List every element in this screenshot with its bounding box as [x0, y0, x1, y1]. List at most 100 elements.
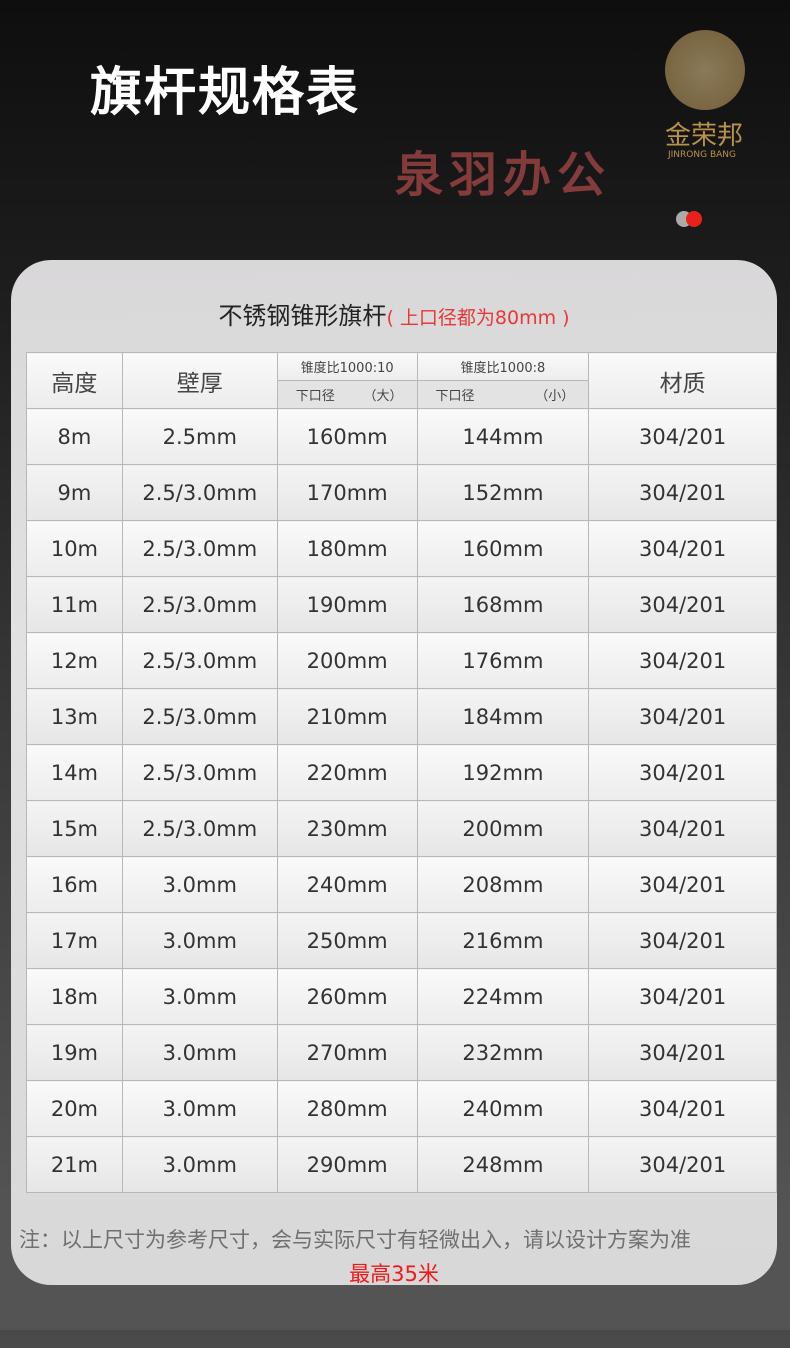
bottom-band — [0, 1330, 790, 1348]
table-row: 14m 2.5/3.0mm 220mm 192mm 304/201 — [26, 744, 777, 801]
cell-bottom-large: 230mm — [276, 800, 418, 857]
cell-bottom-small: 144mm — [416, 408, 590, 465]
cell-height: 10m — [26, 520, 123, 577]
max-height-note: 最高35米 — [349, 1262, 439, 1285]
table-row: 20m 3.0mm 280mm 240mm 304/201 — [26, 1080, 777, 1137]
cell-material: 304/201 — [588, 1024, 777, 1081]
table-row: 21m 3.0mm 290mm 248mm 304/201 — [26, 1136, 777, 1193]
cell-height: 16m — [26, 856, 123, 913]
cell-bottom-small: 208mm — [416, 856, 590, 913]
cell-material: 304/201 — [588, 576, 777, 633]
cell-material: 304/201 — [588, 1136, 777, 1193]
cell-bottom-large: 290mm — [276, 1136, 418, 1193]
cell-material: 304/201 — [588, 464, 777, 521]
cell-height: 18m — [26, 968, 123, 1025]
header-bottom-small: 下口径 （小） — [416, 380, 590, 409]
cell-bottom-small: 192mm — [416, 744, 590, 801]
cell-wall: 2.5/3.0mm — [121, 520, 278, 577]
card-title: 不锈钢锥形旗杆( 上口径都为80mm ) — [11, 296, 777, 331]
cell-height: 21m — [26, 1136, 123, 1193]
cell-bottom-large: 200mm — [276, 632, 418, 689]
cell-height: 9m — [26, 464, 123, 521]
cell-wall: 2.5/3.0mm — [121, 632, 278, 689]
table-row: 10m 2.5/3.0mm 180mm 160mm 304/201 — [26, 520, 777, 577]
footnote: 注：以上尺寸为参考尺寸，会与实际尺寸有轻微出入，请以设计方案为准 — [19, 1228, 691, 1252]
carousel-dot-active[interactable] — [686, 211, 702, 227]
cell-wall: 3.0mm — [121, 968, 278, 1025]
watermark-text: 泉羽办公 — [395, 147, 612, 203]
cell-height: 19m — [26, 1024, 123, 1081]
seal-logo-icon — [665, 30, 745, 110]
table-row: 19m 3.0mm 270mm 232mm 304/201 — [26, 1024, 777, 1081]
cell-wall: 3.0mm — [121, 1024, 278, 1081]
cell-height: 17m — [26, 912, 123, 969]
cell-bottom-small: 232mm — [416, 1024, 590, 1081]
cell-bottom-small: 240mm — [416, 1080, 590, 1137]
cell-material: 304/201 — [588, 688, 777, 745]
cell-bottom-large: 180mm — [276, 520, 418, 577]
cell-bottom-small: 176mm — [416, 632, 590, 689]
cell-height: 15m — [26, 800, 123, 857]
cell-bottom-large: 280mm — [276, 1080, 418, 1137]
table-row: 18m 3.0mm 260mm 224mm 304/201 — [26, 968, 777, 1025]
header-taper-8: 锥度比1000:8 — [416, 352, 590, 381]
card-title-text: 不锈钢锥形旗杆 — [218, 302, 387, 330]
cell-bottom-large: 220mm — [276, 744, 418, 801]
table-row: 8m 2.5mm 160mm 144mm 304/201 — [26, 408, 777, 465]
header-taper-10: 锥度比1000:10 — [276, 352, 418, 381]
cell-wall: 3.0mm — [121, 912, 278, 969]
cell-bottom-large: 160mm — [276, 408, 418, 465]
cell-bottom-large: 240mm — [276, 856, 418, 913]
cell-bottom-small: 184mm — [416, 688, 590, 745]
table-row: 13m 2.5/3.0mm 210mm 184mm 304/201 — [26, 688, 777, 745]
cell-wall: 2.5/3.0mm — [121, 744, 278, 801]
cell-material: 304/201 — [588, 632, 777, 689]
table-row: 15m 2.5/3.0mm 230mm 200mm 304/201 — [26, 800, 777, 857]
header-height: 高度 — [26, 352, 123, 409]
table-row: 9m 2.5/3.0mm 170mm 152mm 304/201 — [26, 464, 777, 521]
cell-wall: 3.0mm — [121, 856, 278, 913]
cell-height: 13m — [26, 688, 123, 745]
cell-wall: 3.0mm — [121, 1080, 278, 1137]
cell-height: 20m — [26, 1080, 123, 1137]
cell-material: 304/201 — [588, 1080, 777, 1137]
cell-material: 304/201 — [588, 968, 777, 1025]
cell-height: 8m — [26, 408, 123, 465]
page-title: 旗杆规格表 — [90, 63, 361, 123]
cell-bottom-small: 168mm — [416, 576, 590, 633]
header-bottom-large: 下口径 （大） — [276, 380, 418, 409]
header-bottom-label: 下口径 — [295, 389, 335, 404]
card-title-note: ( 上口径都为80mm ) — [386, 307, 570, 329]
cell-material: 304/201 — [588, 800, 777, 857]
cell-material: 304/201 — [588, 408, 777, 465]
header-bottom-tag: （大） — [363, 389, 403, 404]
spec-card: 不锈钢锥形旗杆( 上口径都为80mm ) 高度 壁厚 锥度比1000:10 锥度… — [11, 260, 777, 1285]
cell-bottom-large: 250mm — [276, 912, 418, 969]
table-row: 16m 3.0mm 240mm 208mm 304/201 — [26, 856, 777, 913]
carousel-indicator[interactable] — [676, 211, 708, 227]
cell-bottom-small: 216mm — [416, 912, 590, 969]
cell-wall: 2.5/3.0mm — [121, 576, 278, 633]
spec-table: 高度 壁厚 锥度比1000:10 锥度比1000:8 材质 下口径 （大） 下口径… — [26, 352, 777, 1193]
cell-bottom-large: 170mm — [276, 464, 418, 521]
cell-bottom-small: 160mm — [416, 520, 590, 577]
cell-bottom-small: 152mm — [416, 464, 590, 521]
cell-bottom-large: 210mm — [276, 688, 418, 745]
cell-material: 304/201 — [588, 744, 777, 801]
cell-wall: 2.5mm — [121, 408, 278, 465]
cell-wall: 2.5/3.0mm — [121, 800, 278, 857]
header-bottom-label: 下口径 — [435, 389, 475, 404]
cell-bottom-small: 248mm — [416, 1136, 590, 1193]
cell-material: 304/201 — [588, 520, 777, 577]
cell-bottom-small: 200mm — [416, 800, 590, 857]
cell-bottom-large: 190mm — [276, 576, 418, 633]
cell-height: 11m — [26, 576, 123, 633]
cell-bottom-large: 260mm — [276, 968, 418, 1025]
cell-height: 12m — [26, 632, 123, 689]
cell-wall: 2.5/3.0mm — [121, 464, 278, 521]
table-row: 17m 3.0mm 250mm 216mm 304/201 — [26, 912, 777, 969]
cell-wall: 2.5/3.0mm — [121, 688, 278, 745]
header-material: 材质 — [588, 352, 777, 409]
table-row: 11m 2.5/3.0mm 190mm 168mm 304/201 — [26, 576, 777, 633]
cell-material: 304/201 — [588, 912, 777, 969]
